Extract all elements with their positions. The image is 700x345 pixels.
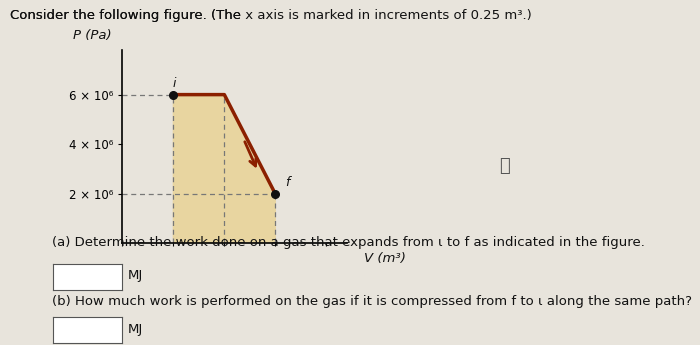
- Text: V (m³): V (m³): [365, 252, 406, 265]
- Text: MJ: MJ: [127, 269, 143, 283]
- Text: ⓘ: ⓘ: [498, 157, 510, 175]
- Text: P (Pa): P (Pa): [74, 29, 112, 42]
- Text: (b) How much work is performed on the gas if it is compressed from f to ι along : (b) How much work is performed on the ga…: [52, 295, 692, 308]
- Text: i: i: [173, 77, 176, 90]
- Polygon shape: [174, 95, 275, 243]
- Text: MJ: MJ: [127, 323, 143, 336]
- Text: f: f: [286, 176, 290, 189]
- Text: Consider the following figure. (The x axis is marked in increments of 0.25 m³.): Consider the following figure. (The x ax…: [10, 9, 532, 22]
- Text: (a) Determine the work done on a gas that expands from ι to f as indicated in th: (a) Determine the work done on a gas tha…: [52, 236, 645, 249]
- Text: Consider the following figure. (The: Consider the following figure. (The: [10, 9, 246, 22]
